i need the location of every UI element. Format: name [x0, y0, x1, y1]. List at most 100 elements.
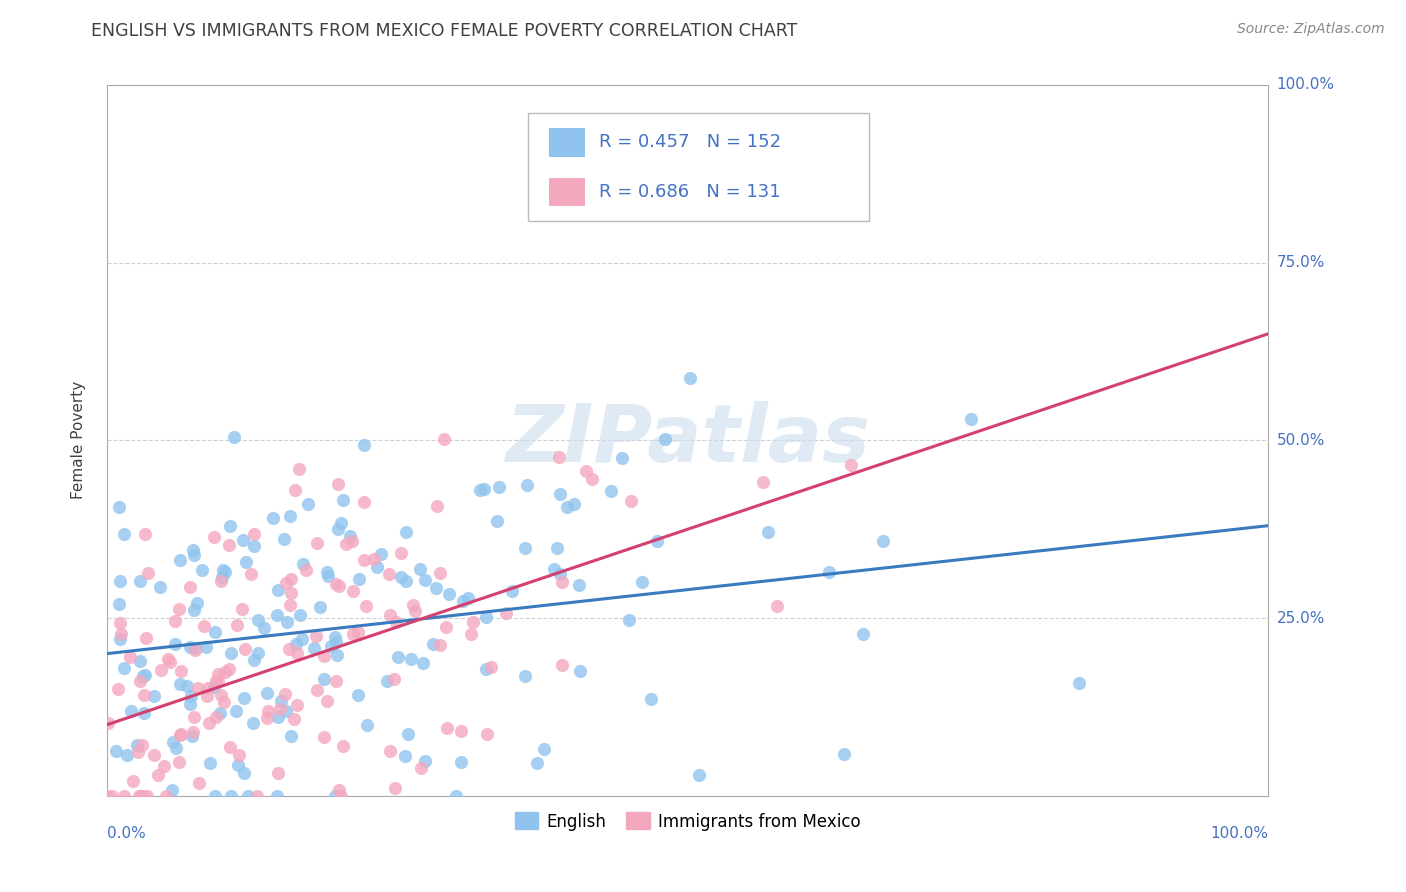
Point [495, 607, 517, 621]
Point [409, 761, 432, 775]
Point [97, 716, 120, 731]
Point [176, 679, 198, 693]
Point [325, 674, 347, 689]
Point [219, 789, 242, 803]
Point [488, 480, 510, 494]
Point [1067, 676, 1090, 690]
Point [436, 721, 458, 735]
Point [437, 587, 460, 601]
Point [233, 690, 256, 705]
Point [186, 596, 208, 610]
Point [256, 686, 278, 700]
Point [384, 781, 406, 796]
Text: Source: ZipAtlas.com: Source: ZipAtlas.com [1237, 22, 1385, 37]
Point [101, 789, 124, 803]
Point [353, 553, 375, 567]
Point [288, 462, 311, 476]
Text: 100.0%: 100.0% [1211, 826, 1268, 841]
Point [246, 613, 269, 627]
Text: 50.0%: 50.0% [1277, 433, 1324, 448]
Point [444, 789, 467, 803]
Point [235, 555, 257, 569]
Point [96, 789, 118, 803]
Point [252, 621, 274, 635]
Point [219, 646, 242, 660]
Point [346, 688, 368, 702]
Point [242, 716, 264, 731]
Point [688, 768, 710, 782]
Point [284, 638, 307, 652]
Point [218, 739, 240, 754]
Point [399, 652, 422, 666]
Point [284, 483, 307, 497]
Point [839, 458, 862, 472]
Point [332, 492, 354, 507]
Point [276, 615, 298, 629]
Point [195, 690, 218, 704]
Point [434, 619, 457, 633]
Point [292, 558, 315, 572]
Point [132, 669, 155, 683]
Point [204, 625, 226, 640]
Point [460, 627, 482, 641]
Point [326, 648, 349, 662]
Point [316, 569, 339, 583]
Point [319, 639, 342, 653]
Point [380, 744, 402, 758]
Point [429, 566, 451, 581]
Point [312, 730, 335, 744]
Point [305, 629, 328, 643]
Text: 100.0%: 100.0% [1277, 78, 1334, 93]
Legend: English, Immigrants from Mexico: English, Immigrants from Mexico [508, 805, 868, 838]
Point [389, 545, 412, 559]
Point [461, 615, 484, 629]
Point [219, 519, 242, 533]
Point [468, 483, 491, 497]
Point [280, 586, 302, 600]
Point [159, 655, 181, 669]
Point [222, 430, 245, 444]
Point [872, 533, 894, 548]
Point [959, 412, 981, 426]
Point [285, 646, 308, 660]
Point [328, 783, 350, 797]
Point [115, 748, 138, 763]
Point [309, 599, 332, 614]
Point [108, 574, 131, 589]
Point [242, 653, 264, 667]
Point [205, 709, 228, 723]
Point [233, 766, 256, 780]
Point [323, 789, 346, 803]
Point [149, 580, 172, 594]
Point [240, 566, 263, 581]
Point [640, 692, 662, 706]
Point [205, 674, 228, 689]
Point [353, 494, 375, 508]
Point [179, 697, 201, 711]
Point [202, 680, 225, 694]
Point [212, 695, 235, 709]
Point [267, 765, 290, 780]
Point [134, 668, 156, 682]
Point [267, 709, 290, 723]
Point [197, 681, 219, 695]
Point [274, 688, 297, 702]
Point [328, 579, 350, 593]
Point [550, 657, 572, 672]
Point [266, 789, 288, 803]
Point [752, 475, 775, 490]
Point [108, 615, 131, 630]
Point [131, 789, 153, 803]
Point [214, 665, 236, 680]
Point [132, 688, 155, 702]
Point [599, 483, 621, 498]
Point [247, 646, 270, 660]
Point [832, 747, 855, 761]
Point [370, 547, 392, 561]
Point [191, 563, 214, 577]
Point [135, 632, 157, 646]
Point [302, 640, 325, 655]
Point [184, 643, 207, 657]
Point [347, 625, 370, 640]
Point [413, 754, 436, 768]
